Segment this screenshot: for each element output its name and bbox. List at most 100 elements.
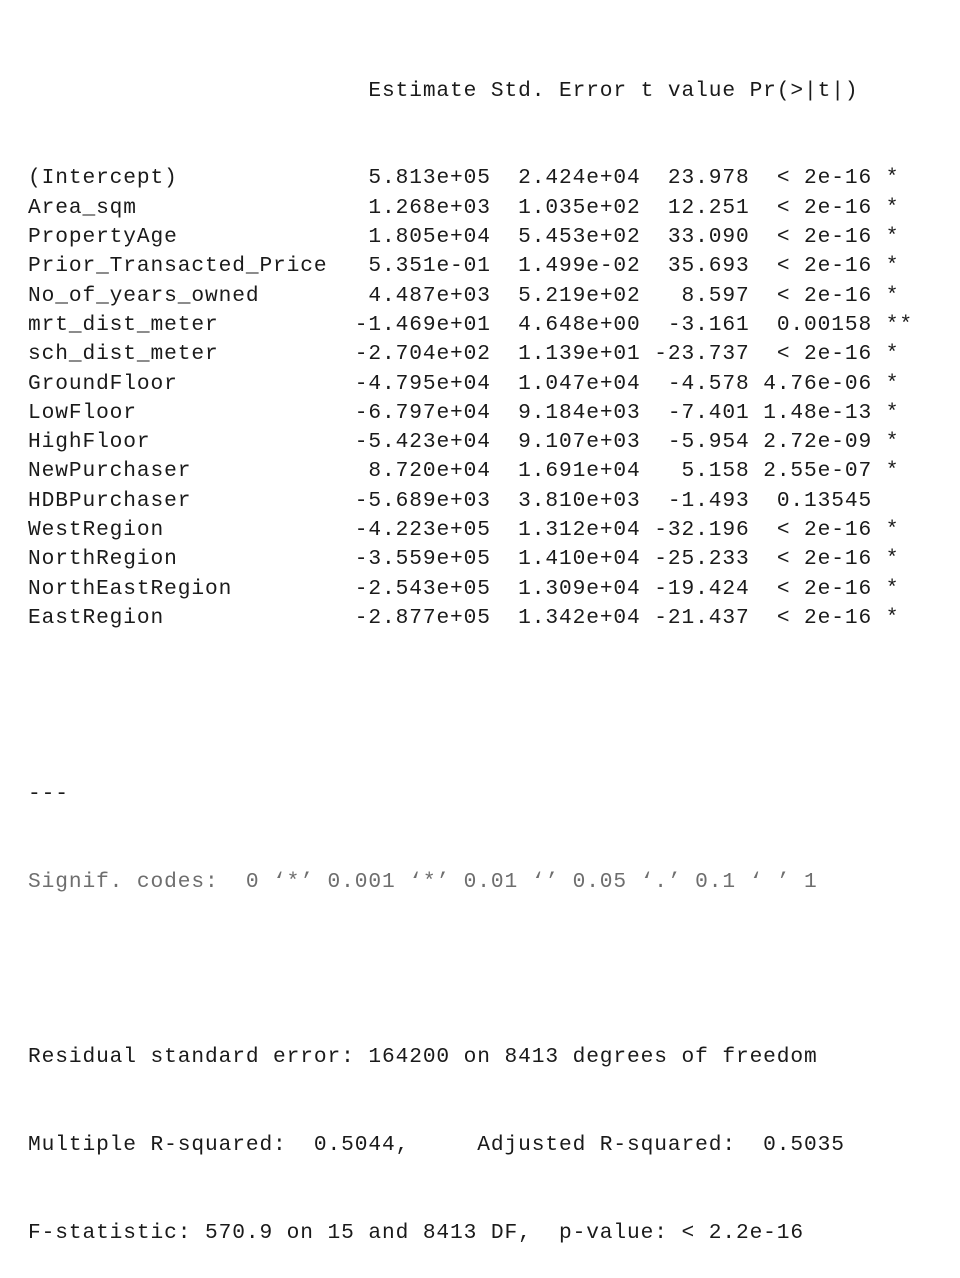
coef-name: NorthEastRegion (28, 576, 342, 601)
coef-name: mrt_dist_meter (28, 312, 342, 337)
coef-row: Prior_Transacted_Price 5.351e-01 1.499e-… (28, 252, 913, 281)
coef-std-error: 9.184e+03 (490, 400, 641, 425)
coef-std-error: 1.309e+04 (490, 576, 641, 601)
coef-t-value: -7.401 (640, 400, 750, 425)
coef-row: Area_sqm 1.268e+03 1.035e+02 12.251 < 2e… (28, 194, 913, 223)
coef-std-error: 2.424e+04 (490, 166, 641, 191)
coef-name: HDBPurchaser (28, 488, 342, 513)
coef-t-value: 8.597 (640, 283, 750, 308)
coef-estimate: -3.559e+05 (341, 547, 491, 572)
coef-t-value: -32.196 (640, 518, 750, 543)
coef-row: NewPurchaser 8.720e+04 1.691e+04 5.158 2… (28, 457, 913, 486)
coef-table-header: Estimate Std. Error t value Pr(>|t|) (28, 78, 859, 103)
coef-t-value: -5.954 (640, 430, 750, 455)
coef-row: sch_dist_meter -2.704e+02 1.139e+01 -23.… (28, 340, 913, 369)
coef-p-value: < 2e-16 (749, 225, 873, 250)
coef-signif: * (872, 459, 900, 484)
coef-t-value: -19.424 (640, 576, 750, 601)
coef-name: WestRegion (28, 518, 342, 543)
residual-standard-error: Residual standard error: 164200 on 8413 … (28, 1045, 818, 1070)
r-squared: Multiple R-squared: 0.5044, Adjusted R-s… (28, 1133, 845, 1158)
coef-name: Prior_Transacted_Price (28, 254, 342, 279)
coef-name: sch_dist_meter (28, 342, 342, 367)
coef-estimate: 1.268e+03 (341, 195, 491, 220)
coef-std-error: 1.035e+02 (490, 195, 641, 220)
coef-row: HighFloor -5.423e+04 9.107e+03 -5.954 2.… (28, 428, 913, 457)
coef-t-value: 12.251 (640, 195, 750, 220)
coef-t-value: 5.158 (640, 459, 750, 484)
coef-signif: ** (872, 312, 913, 337)
coef-std-error: 4.648e+00 (490, 312, 641, 337)
coef-p-value: < 2e-16 (749, 195, 873, 220)
blank-line (28, 956, 913, 985)
coef-p-value: 4.76e-06 (749, 371, 873, 396)
coef-std-error: 5.219e+02 (490, 283, 641, 308)
coef-name: GroundFloor (28, 371, 342, 396)
coef-p-value: < 2e-16 (749, 342, 873, 367)
coef-signif: * (872, 195, 900, 220)
coef-signif: * (872, 430, 900, 455)
coef-p-value: 2.55e-07 (749, 459, 873, 484)
coef-signif: * (872, 254, 900, 279)
coef-row: NorthRegion -3.559e+05 1.410e+04 -25.233… (28, 545, 913, 574)
coef-estimate: -6.797e+04 (341, 400, 491, 425)
coef-name: (Intercept) (28, 166, 342, 191)
coef-row: NorthEastRegion -2.543e+05 1.309e+04 -19… (28, 575, 913, 604)
coef-name: HighFloor (28, 430, 342, 455)
coef-t-value: 33.090 (640, 225, 750, 250)
coef-name: Area_sqm (28, 195, 342, 220)
coef-estimate: -5.689e+03 (341, 488, 491, 513)
coef-signif: * (872, 605, 900, 630)
coef-estimate: 5.351e-01 (341, 254, 491, 279)
coef-std-error: 1.410e+04 (490, 547, 641, 572)
coef-t-value: -4.578 (640, 371, 750, 396)
coef-p-value: < 2e-16 (749, 576, 873, 601)
coef-estimate: 1.805e+04 (341, 225, 491, 250)
coef-estimate: 4.487e+03 (341, 283, 491, 308)
f-statistic: F-statistic: 570.9 on 15 and 8413 DF, p-… (28, 1221, 805, 1246)
coef-std-error: 5.453e+02 (490, 225, 641, 250)
coef-std-error: 3.810e+03 (490, 488, 641, 513)
coef-estimate: -2.543e+05 (341, 576, 491, 601)
coef-p-value: 2.72e-09 (749, 430, 873, 455)
blank-line (28, 692, 913, 721)
coef-p-value: < 2e-16 (749, 518, 873, 543)
coef-std-error: 1.139e+01 (490, 342, 641, 367)
coef-estimate: 8.720e+04 (341, 459, 491, 484)
coef-name: NewPurchaser (28, 459, 342, 484)
coef-name: EastRegion (28, 605, 342, 630)
coef-signif: * (872, 371, 900, 396)
coef-t-value: -3.161 (640, 312, 750, 337)
coef-std-error: 1.691e+04 (490, 459, 641, 484)
coef-estimate: -2.877e+05 (341, 605, 491, 630)
coef-name: LowFloor (28, 400, 342, 425)
coef-t-value: 35.693 (640, 254, 750, 279)
coef-signif: * (872, 283, 900, 308)
coef-p-value: < 2e-16 (749, 605, 873, 630)
coef-p-value: < 2e-16 (749, 166, 873, 191)
coef-table-body: (Intercept) 5.813e+05 2.424e+04 23.978 <… (28, 164, 913, 633)
coef-p-value: < 2e-16 (749, 254, 873, 279)
coef-std-error: 1.499e-02 (490, 254, 641, 279)
coef-signif: * (872, 518, 900, 543)
coef-std-error: 1.312e+04 (490, 518, 641, 543)
coef-signif (872, 489, 886, 513)
signif-codes: Signif. codes: 0 ‘*’ 0.001 ‘*’ 0.01 ‘’ 0… (28, 869, 818, 894)
coef-std-error: 1.047e+04 (490, 371, 641, 396)
coef-estimate: -4.795e+04 (341, 371, 491, 396)
coef-p-value: 0.13545 (749, 488, 873, 513)
coef-signif: * (872, 576, 900, 601)
coef-row: LowFloor -6.797e+04 9.184e+03 -7.401 1.4… (28, 399, 913, 428)
coef-estimate: -5.423e+04 (341, 430, 491, 455)
separator: --- (28, 781, 69, 806)
coef-row: GroundFloor -4.795e+04 1.047e+04 -4.578 … (28, 370, 913, 399)
coef-p-value: < 2e-16 (749, 547, 873, 572)
coef-name: PropertyAge (28, 225, 342, 250)
coef-t-value: -25.233 (640, 547, 750, 572)
coef-row: (Intercept) 5.813e+05 2.424e+04 23.978 <… (28, 164, 913, 193)
coef-estimate: -1.469e+01 (341, 312, 491, 337)
coef-std-error: 9.107e+03 (490, 430, 641, 455)
coef-p-value: 0.00158 (749, 312, 873, 337)
coef-estimate: 5.813e+05 (341, 166, 491, 191)
coef-t-value: -21.437 (640, 605, 750, 630)
